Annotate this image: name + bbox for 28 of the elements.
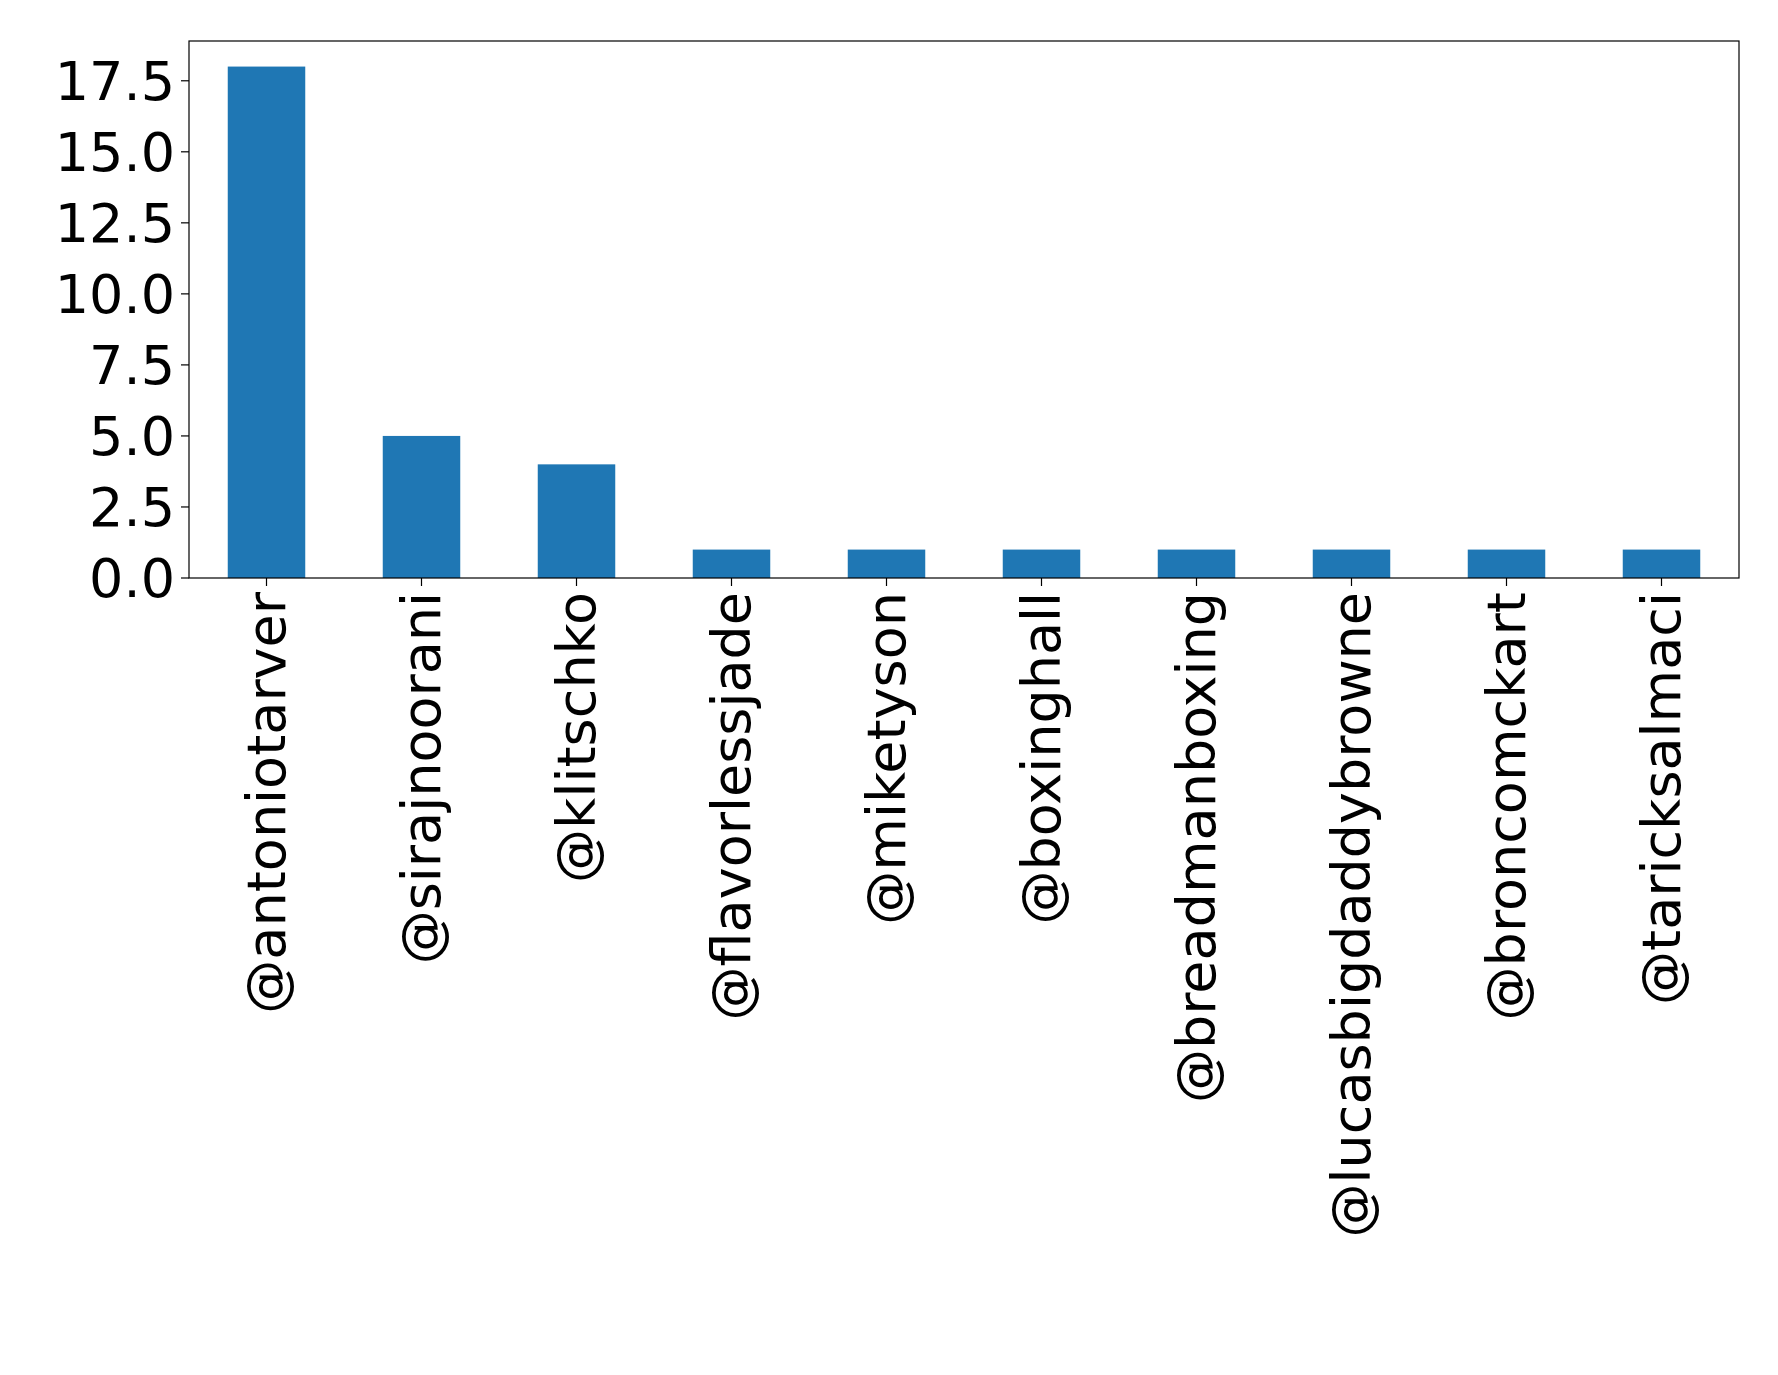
bar — [1002, 549, 1081, 578]
bar — [847, 549, 926, 578]
x-tick-label: @klitschko — [545, 592, 609, 883]
bar — [1467, 549, 1546, 578]
bar — [692, 549, 771, 578]
bar — [227, 66, 306, 578]
bar — [382, 435, 461, 578]
y-tick-label: 0.0 — [89, 546, 175, 610]
y-tick-label: 12.5 — [54, 191, 175, 255]
y-tick-label: 17.5 — [54, 49, 175, 113]
y-tick-label: 7.5 — [89, 333, 175, 397]
bar — [1622, 549, 1701, 578]
x-tick-label: @broncomckart — [1475, 592, 1539, 1021]
y-tick-label: 5.0 — [89, 404, 175, 468]
x-tick-label: @antoniotarver — [235, 591, 299, 1014]
y-tick-label: 15.0 — [54, 120, 175, 184]
x-tick-label: @taricksalmaci — [1630, 592, 1694, 1006]
x-tick-label: @flavorlessjade — [700, 592, 764, 1021]
bar — [537, 464, 616, 578]
x-tick-label: @lucasbigdaddybrowne — [1320, 592, 1384, 1238]
y-tick-label: 2.5 — [89, 475, 175, 539]
x-tick-label: @boxinghall — [1010, 592, 1074, 925]
bar — [1157, 549, 1236, 578]
x-tick-label: @sirajnoorani — [390, 592, 454, 965]
y-tick-label: 10.0 — [54, 262, 175, 326]
bar — [1312, 549, 1391, 578]
x-tick-label: @miketyson — [855, 592, 919, 925]
x-tick-label: @breadmanboxing — [1165, 592, 1229, 1103]
